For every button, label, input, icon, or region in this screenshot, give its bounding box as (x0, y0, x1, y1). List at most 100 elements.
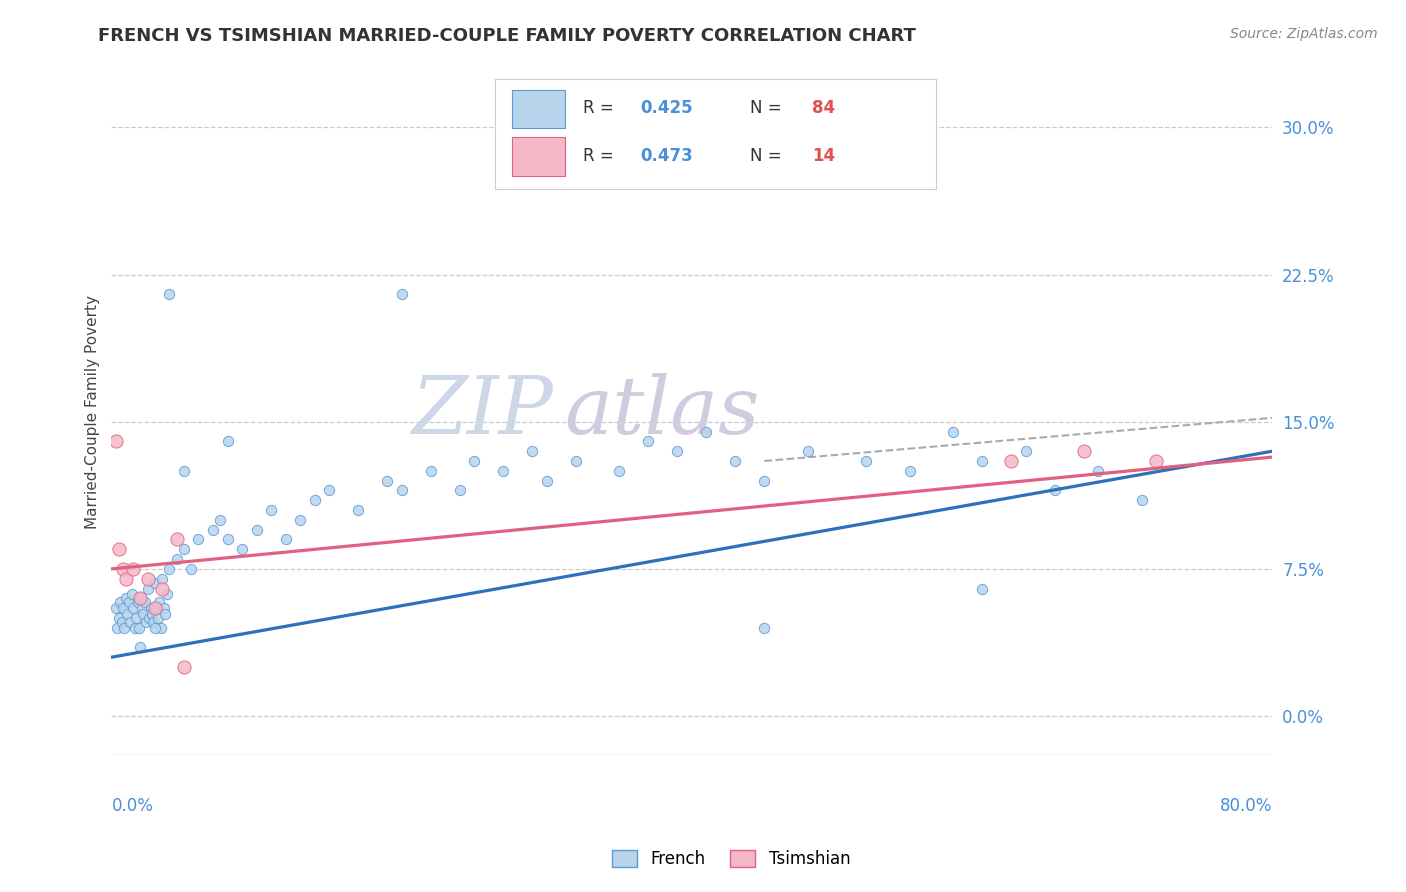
Point (142, 615, 165, 629)
Point (391, 287, 413, 301)
Point (143, 575, 166, 590)
Point (159, 562, 181, 576)
Point (463, 454, 485, 468)
Point (942, 425, 965, 439)
Point (129, 591, 152, 606)
Point (143, 601, 166, 615)
Text: atlas: atlas (564, 373, 759, 450)
Point (274, 533, 297, 547)
Point (159, 287, 181, 301)
Point (565, 454, 588, 468)
Point (536, 474, 558, 488)
Point (754, 474, 776, 488)
Point (797, 444, 820, 458)
Point (855, 454, 877, 468)
Point (155, 587, 177, 601)
Point (104, 601, 127, 615)
Point (124, 621, 146, 635)
Point (153, 607, 176, 621)
Point (1015, 444, 1038, 458)
Point (108, 595, 131, 609)
Point (136, 582, 159, 596)
Point (173, 660, 195, 674)
Point (125, 611, 148, 625)
Point (127, 595, 149, 609)
Point (115, 591, 138, 606)
Point (149, 621, 172, 635)
Point (138, 611, 160, 625)
Point (117, 607, 139, 621)
Point (1043, 483, 1066, 498)
Point (260, 503, 283, 517)
Point (121, 587, 143, 601)
Point (419, 464, 441, 478)
Point (245, 523, 267, 537)
Point (666, 444, 689, 458)
Point (136, 572, 159, 586)
Point (375, 474, 398, 488)
Point (107, 611, 129, 625)
Point (129, 591, 152, 606)
Point (898, 464, 921, 478)
Text: Source: ZipAtlas.com: Source: ZipAtlas.com (1230, 27, 1378, 41)
Point (449, 483, 471, 498)
Point (288, 513, 311, 527)
Point (972, 454, 994, 468)
Point (522, 444, 544, 458)
Point (972, 582, 994, 596)
Text: FRENCH VS TSIMSHIAN MARRIED-COUPLE FAMILY POVERTY CORRELATION CHART: FRENCH VS TSIMSHIAN MARRIED-COUPLE FAMIL… (98, 27, 917, 45)
Point (128, 621, 150, 635)
Point (1130, 493, 1153, 508)
Point (118, 595, 141, 609)
Point (146, 611, 169, 625)
Point (492, 464, 515, 478)
Point (135, 615, 157, 629)
Point (150, 582, 173, 596)
Point (347, 503, 370, 517)
Point (695, 425, 717, 439)
Point (150, 572, 173, 586)
Point (187, 533, 209, 547)
Point (166, 533, 188, 547)
Point (166, 552, 188, 566)
Point (637, 434, 659, 449)
Point (1144, 454, 1167, 468)
Point (391, 483, 413, 498)
Point (217, 434, 239, 449)
Point (145, 601, 167, 615)
Point (304, 493, 326, 508)
Point (180, 562, 202, 576)
Point (724, 454, 747, 468)
Point (131, 601, 153, 615)
Point (318, 483, 340, 498)
Point (148, 595, 170, 609)
Point (754, 621, 776, 635)
Point (609, 464, 631, 478)
Point (129, 640, 152, 655)
Point (115, 572, 138, 586)
Text: 80.0%: 80.0% (1220, 797, 1272, 814)
Point (141, 607, 163, 621)
Point (122, 601, 145, 615)
Point (104, 434, 127, 449)
Point (173, 464, 195, 478)
Legend: French, Tsimshian: French, Tsimshian (605, 843, 858, 875)
Point (143, 621, 166, 635)
Point (105, 621, 128, 635)
Point (107, 542, 129, 557)
Point (1000, 454, 1022, 468)
Point (132, 607, 155, 621)
Point (1073, 444, 1095, 458)
Point (152, 601, 174, 615)
Point (111, 562, 134, 576)
Text: 0.0%: 0.0% (111, 797, 153, 814)
Point (111, 601, 134, 615)
Text: ZIP: ZIP (411, 373, 553, 450)
Point (120, 615, 142, 629)
Point (231, 542, 253, 557)
Y-axis label: Married-Couple Family Poverty: Married-Couple Family Poverty (86, 295, 100, 529)
Point (139, 601, 162, 615)
Point (134, 595, 156, 609)
Point (201, 523, 224, 537)
Point (1087, 464, 1109, 478)
